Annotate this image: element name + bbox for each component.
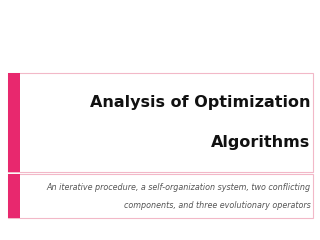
Bar: [8, 73, 20, 172]
Text: Algorithms: Algorithms: [211, 135, 310, 150]
Bar: [8, 174, 20, 218]
Text: An iterative procedure, a self-organization system, two conflicting: An iterative procedure, a self-organizat…: [46, 183, 310, 192]
Text: components, and three evolutionary operators: components, and three evolutionary opera…: [124, 201, 310, 210]
Bar: [8, 73, 313, 172]
Bar: [8, 174, 313, 218]
Text: Analysis of Optimization: Analysis of Optimization: [90, 95, 310, 109]
